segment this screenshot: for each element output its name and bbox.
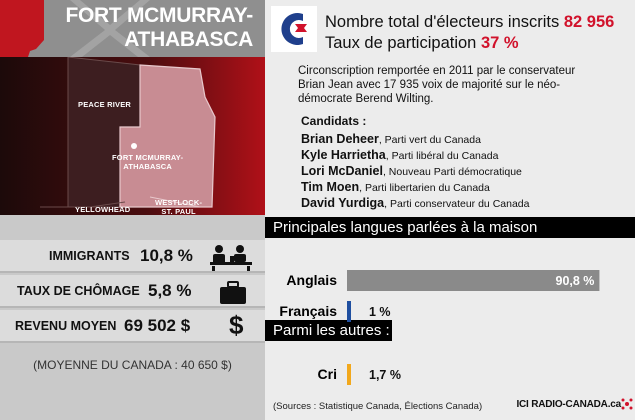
stat-row-immigrants: IMMIGRANTS 10,8 % [0, 240, 265, 273]
registered-label: Nombre total d'électeurs inscrits [325, 13, 560, 31]
riding-map: PEACE RIVER FORT MCMURRAY- ATHABASCA YEL… [0, 56, 265, 216]
registered-electors: Nombre total d'électeurs inscrits 82 956 [325, 13, 614, 32]
stat-label-income: REVENU MOYEN [15, 319, 117, 333]
map-label-yellowhead: YELLOWHEAD [75, 205, 131, 214]
others-subtitle: Parmi les autres : [265, 320, 392, 341]
briefcase-icon [220, 281, 246, 304]
candidate-item: Lori McDaniel, Nouveau Parti démocratiqu… [301, 164, 522, 178]
category-label-anglais: Anglais [286, 272, 337, 288]
turnout-value: 37 % [480, 34, 519, 52]
sources-note: (Sources : Statistique Canada, Élections… [273, 401, 483, 412]
candidate-item: David Yurdiga, Parti conservateur du Can… [301, 196, 529, 210]
candidate-name: Tim Moen [301, 180, 360, 194]
stat-value-income: 69 502 $ [124, 316, 191, 335]
stat-label-unemployment: TAUX DE CHÔMAGE [17, 284, 140, 298]
stat-row-income: REVENU MOYEN 69 502 $ $ [0, 310, 265, 343]
candidate-item: Kyle Harrietha, Parti libéral du Canada [301, 148, 498, 162]
candidate-name: Lori McDaniel [301, 164, 383, 178]
value-label-anglais: 90,8 % [556, 274, 595, 288]
radio-canada-logo-icon [621, 398, 633, 410]
right-panel: Nombre total d'électeurs inscrits 82 956… [265, 0, 635, 420]
turnout: Taux de participation 37 % [325, 34, 519, 53]
map-graphic [0, 56, 265, 215]
languages-chart-title: Principales langues parlées à la maison [265, 217, 635, 238]
x-watermark [70, 0, 150, 57]
category-label-cri: Cri [318, 366, 337, 382]
category-label-français: Français [279, 303, 337, 319]
languages-chart: Anglais 90,8 % Français 1 % Cri 1,7 % [279, 270, 600, 385]
bar-cri [347, 364, 351, 385]
registered-value: 82 956 [563, 13, 615, 31]
candidate-party: , Parti conservateur du Canada [384, 198, 530, 210]
map-label-westlock: WESTLOCK- ST. PAUL [155, 198, 203, 216]
title-bar: FORT MCMURRAY- ATHABASCA [0, 0, 265, 57]
value-label-français: 1 % [369, 305, 391, 319]
stat-value-unemployment: 5,8 % [148, 281, 192, 300]
stat-label-immigrants: IMMIGRANTS [49, 249, 130, 263]
candidate-party: , Parti libéral du Canada [385, 150, 499, 162]
candidate-name: Brian Deheer [301, 132, 379, 146]
riding-name: FORT MCMURRAY- ATHABASCA [65, 4, 253, 51]
map-label-peace-river: PEACE RIVER [78, 100, 132, 109]
alberta-outline-icon [0, 0, 44, 57]
candidate-party: , Nouveau Parti démocratique [382, 166, 522, 178]
left-panel: FORT MCMURRAY- ATHABASCA PEACE RIVER FOR… [0, 0, 265, 420]
dollar-icon: $ [229, 310, 244, 340]
candidate-item: Tim Moen, Parti libertarien du Canada [301, 180, 490, 194]
bar-français [347, 301, 351, 322]
value-label-cri: 1,7 % [369, 368, 401, 382]
map-label-riding: FORT MCMURRAY- ATHABASCA [112, 153, 184, 171]
conservative-party-logo-icon [271, 6, 317, 52]
candidate-name: Kyle Harrietha [301, 148, 386, 162]
stat-value-immigrants: 10,8 % [140, 246, 193, 265]
immigration-counter-icon [210, 245, 252, 271]
candidates-heading: Candidats : [301, 114, 367, 128]
bar-anglais [347, 270, 600, 291]
candidate-party: , Parti libertarien du Canada [359, 182, 490, 194]
radio-canada-brand: ICI RADIO-CANADA.ca [516, 399, 621, 410]
candidate-name: David Yurdiga [301, 196, 385, 210]
riding-history-text: Circonscription remportée en 2011 par le… [298, 65, 576, 105]
stat-row-unemployment: TAUX DE CHÔMAGE 5,8 % [0, 275, 265, 308]
turnout-label: Taux de participation [325, 34, 477, 52]
candidate-item: Brian Deheer, Parti vert du Canada [301, 132, 481, 146]
candidate-party: , Parti vert du Canada [378, 134, 481, 146]
canada-average-note: (MOYENNE DU CANADA : 40 650 $) [33, 358, 232, 372]
